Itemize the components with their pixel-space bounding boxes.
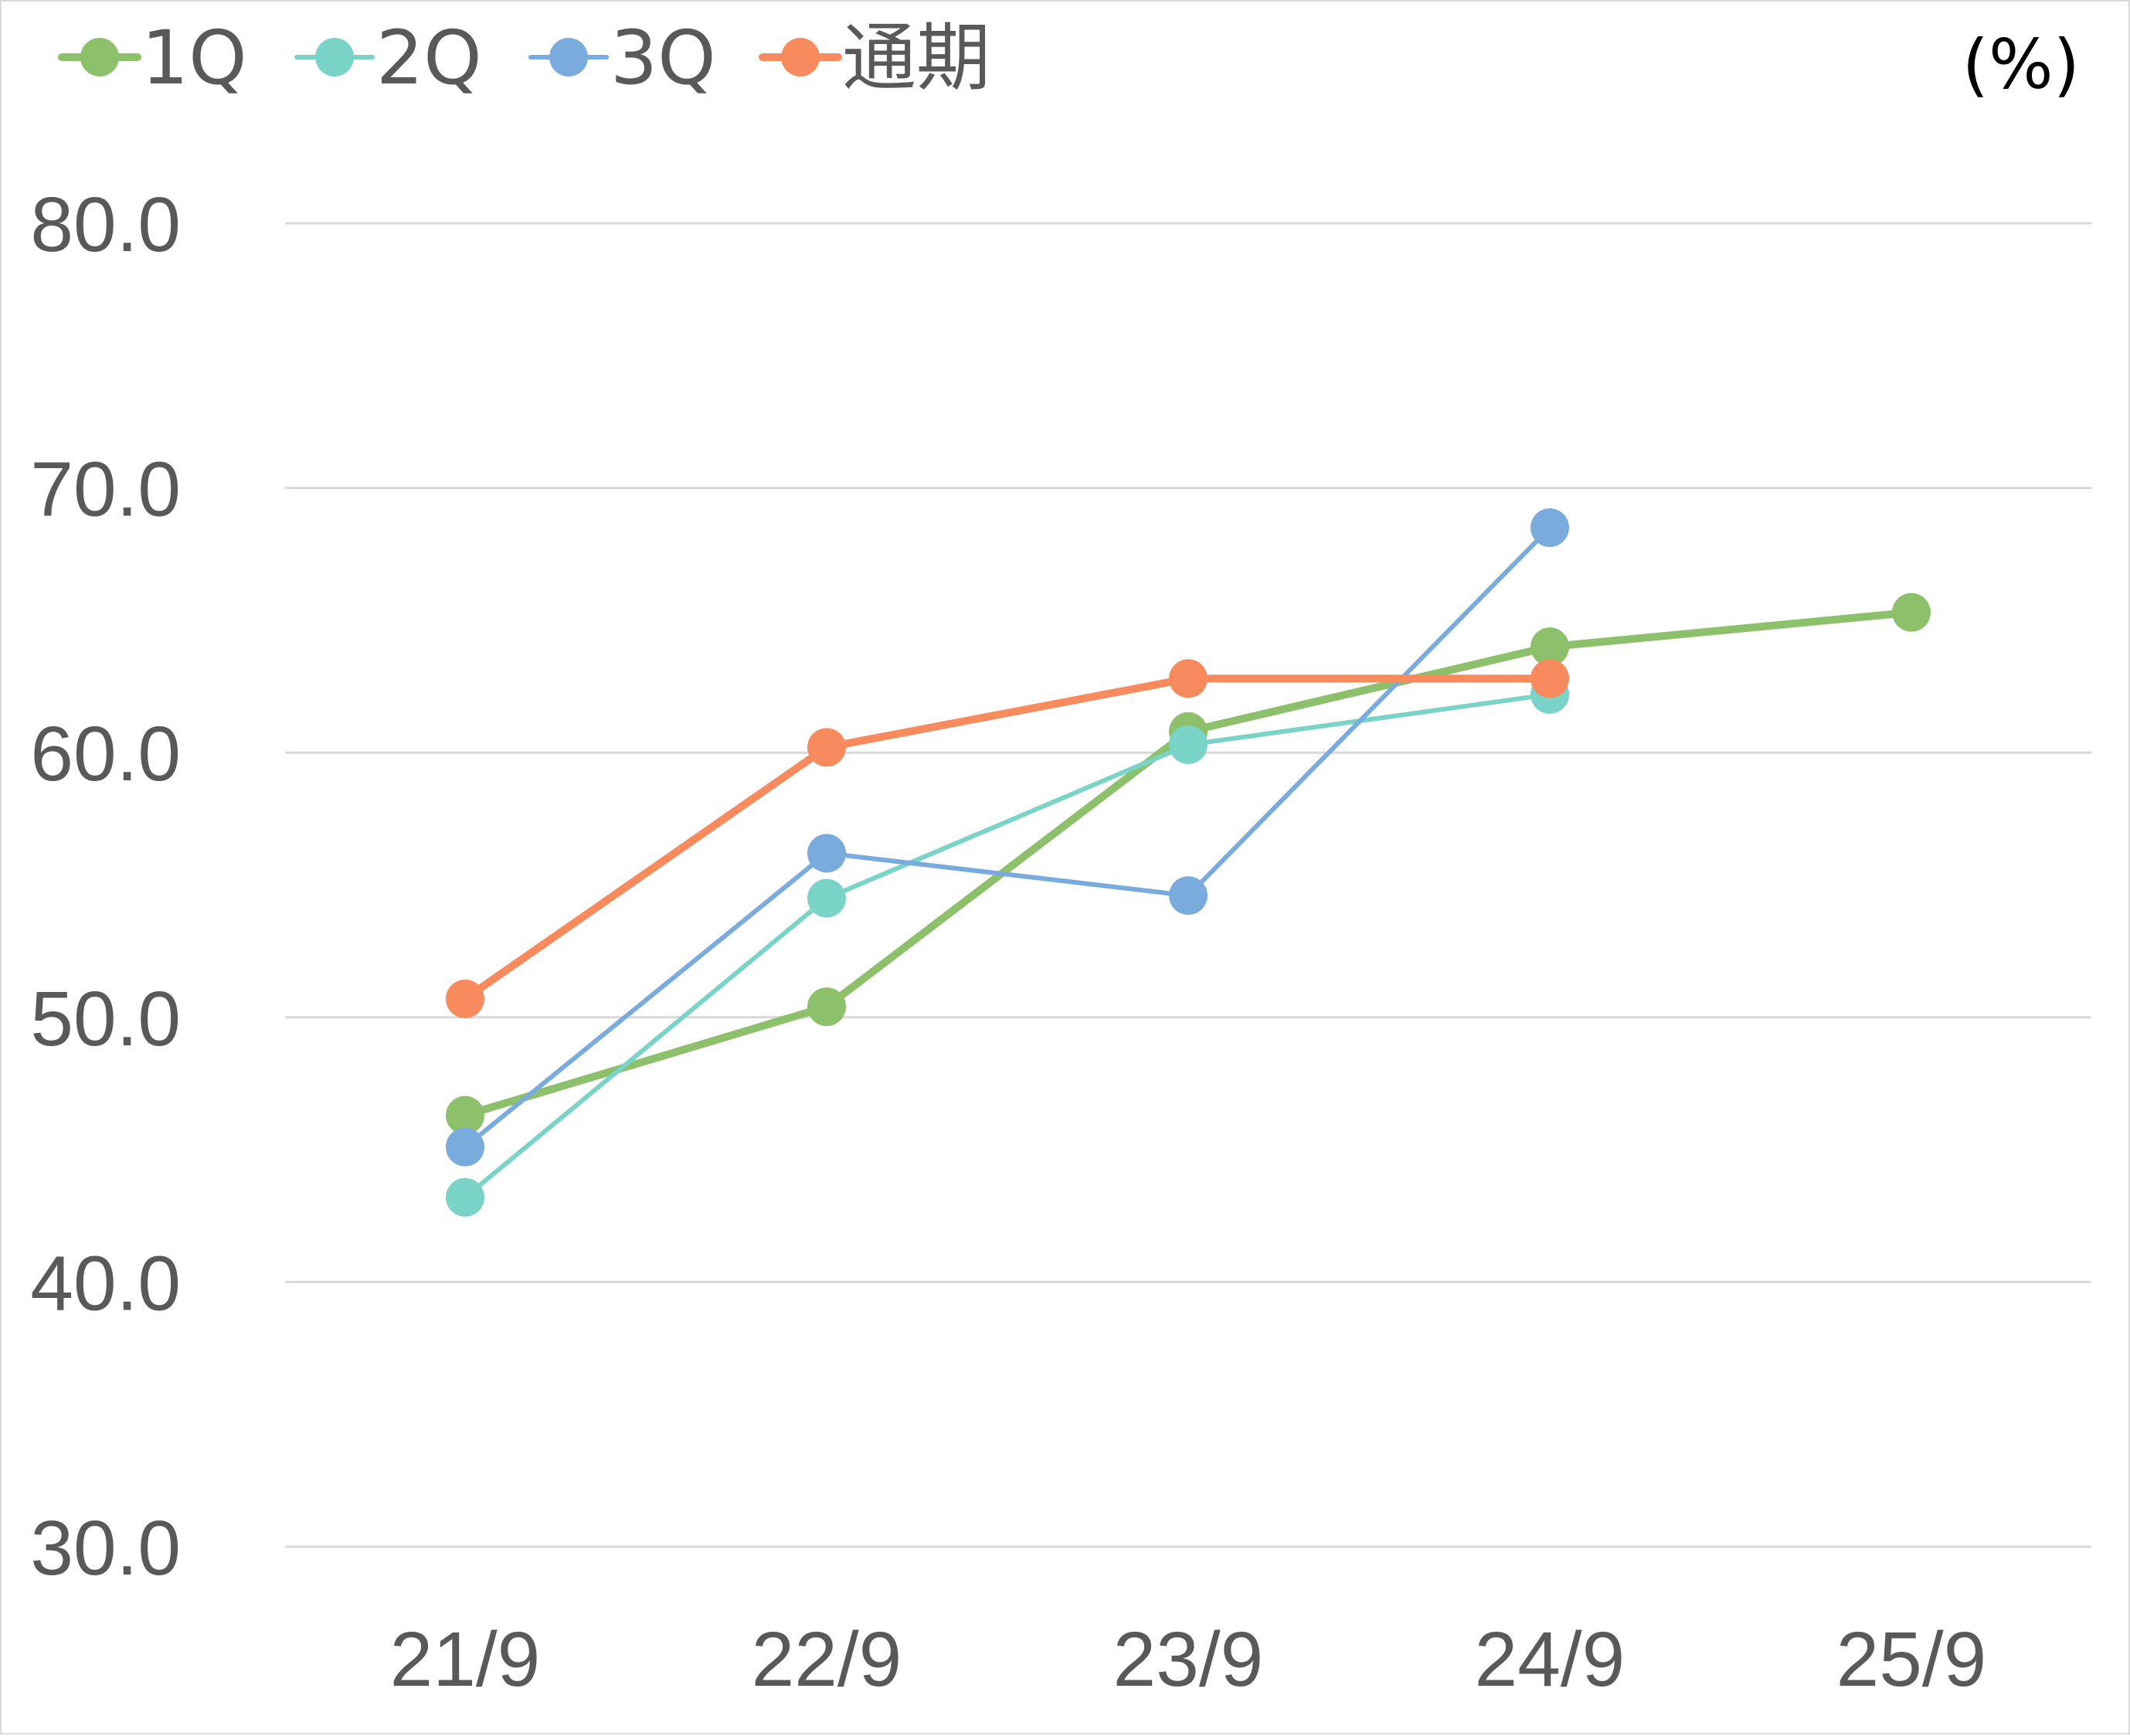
legend-item: 3Q: [528, 15, 716, 101]
x-axis-tick-labels: 21/9 22/9 23/9 24/9 25/9: [390, 1616, 1987, 1703]
data-point: [1530, 508, 1569, 547]
y-tick-label: 80.0: [30, 182, 181, 268]
y-tick-label: 30.0: [30, 1505, 181, 1592]
y-tick-label: 60.0: [30, 711, 181, 797]
x-tick-label: 22/9: [752, 1616, 902, 1703]
series-4: [446, 659, 1569, 1018]
data-point: [807, 728, 846, 767]
x-tick-label: 24/9: [1475, 1616, 1626, 1703]
legend-marker: [80, 38, 119, 76]
data-point: [446, 1127, 484, 1167]
legend-marker: [315, 38, 354, 76]
legend-marker: [781, 38, 820, 76]
legend-item: 2Q: [294, 15, 482, 101]
legend: 1Q 2Q 3Q 通期: [58, 15, 990, 101]
data-point: [807, 878, 846, 918]
data-point: [1169, 725, 1208, 764]
data-point: [1892, 593, 1931, 632]
data-point: [446, 979, 484, 1018]
series-2: [446, 674, 1569, 1217]
x-tick-label: 23/9: [1113, 1616, 1264, 1703]
series-lines: [446, 508, 1931, 1217]
legend-label: 通期: [842, 15, 990, 101]
legend-label: 3Q: [610, 15, 716, 101]
data-point: [446, 1177, 484, 1217]
x-tick-label: 21/9: [390, 1616, 541, 1703]
data-point: [1169, 659, 1208, 698]
data-point: [1530, 659, 1569, 698]
data-point: [1530, 627, 1569, 667]
gridlines: [285, 222, 2091, 1548]
data-point: [807, 834, 846, 873]
unit-label: (%): [1962, 25, 2080, 104]
data-point: [1169, 876, 1208, 916]
y-tick-label: 40.0: [30, 1240, 181, 1327]
y-tick-label: 50.0: [30, 976, 181, 1062]
x-tick-label: 25/9: [1836, 1616, 1987, 1703]
series-line: [463, 691, 1552, 1200]
legend-item: 通期: [759, 15, 990, 101]
series-3: [446, 508, 1569, 1167]
legend-label: 1Q: [141, 15, 247, 101]
legend-label: 2Q: [376, 15, 482, 101]
series-line: [463, 525, 1552, 1150]
y-axis-tick-labels: 30.0 40.0 50.0 60.0 70.0 80.0: [30, 182, 181, 1592]
y-tick-label: 70.0: [30, 447, 181, 533]
series-line: [461, 674, 1554, 1003]
data-point: [807, 987, 846, 1027]
legend-item: 1Q: [58, 15, 247, 101]
legend-marker: [549, 38, 588, 76]
data-point: [446, 1096, 484, 1135]
